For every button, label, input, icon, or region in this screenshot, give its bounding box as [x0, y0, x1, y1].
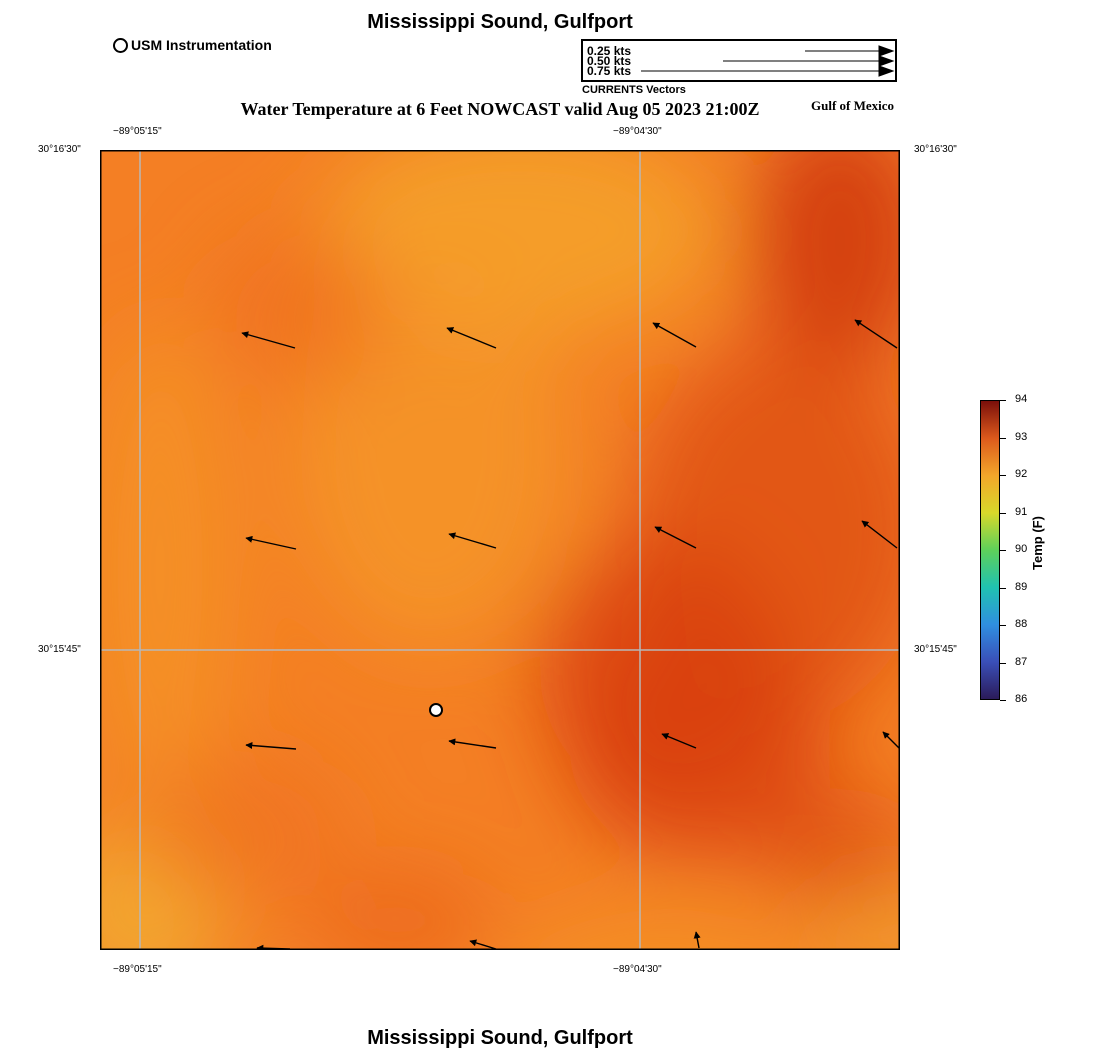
footer-station-title: Mississippi Sound, Gulfport: [367, 1027, 633, 1049]
colorbar-tick: [1000, 550, 1006, 551]
current-vector: [882, 731, 900, 750]
colorbar-tick: [1000, 437, 1006, 439]
current-vector: [446, 327, 497, 349]
current-vector: [661, 733, 697, 749]
current-vector: [854, 319, 898, 349]
right-tick-lat-1: 30°16'30": [914, 144, 957, 155]
colorbar-tick: [1000, 625, 1006, 626]
vector-scale-legend: 0.25 kts 0.50 kts 0.75 kts: [581, 39, 897, 82]
usm-legend-label: USM Instrumentation: [131, 37, 272, 53]
colorbar-tick-label: 89: [1015, 580, 1028, 593]
bottom-tick-lon-1: −89°05'15": [113, 964, 162, 975]
temperature-field-shading: [100, 150, 900, 950]
station-title: Mississippi Sound, Gulfport: [367, 11, 633, 33]
top-tick-lon-2: −89°04'30": [613, 126, 662, 137]
colorbar-title: Temp (F): [1030, 516, 1045, 570]
colorbar-tick: [1000, 400, 1006, 401]
colorbar-tick: [1000, 475, 1006, 476]
map-grid: [100, 150, 900, 950]
current-vectors: [241, 319, 900, 950]
current-vector: [654, 526, 697, 549]
current-vector: [245, 742, 297, 750]
usm-station-marker[interactable]: [429, 703, 443, 717]
vector-scale-arrows: [641, 45, 895, 77]
left-tick-lat-2: 30°15'45": [38, 644, 81, 655]
current-vector: [241, 331, 296, 349]
colorbar: [980, 400, 1000, 700]
vector-scale-label-025: 0.25 kts: [587, 44, 632, 58]
temperature-map[interactable]: [100, 150, 900, 950]
current-vector: [448, 532, 497, 549]
colorbar-tick-label: 91: [1015, 505, 1028, 518]
usm-legend: USM Instrumentation: [113, 37, 272, 53]
vector-scale-label-075: 0.75 kts: [587, 64, 632, 78]
current-vector: [652, 322, 697, 348]
colorbar-tick-label: 90: [1015, 543, 1028, 555]
colorbar-tick: [1000, 587, 1006, 589]
current-vector: [245, 535, 297, 550]
left-tick-lat-1: 30°16'30": [38, 144, 81, 155]
bottom-tick-lon-2: −89°04'30": [613, 964, 662, 975]
colorbar-tick-label: 86: [1015, 693, 1028, 705]
colorbar-tick-label: 93: [1015, 430, 1028, 443]
vectors-caption: CURRENTS Vectors: [582, 84, 686, 96]
colorbar-tick-label: 88: [1015, 618, 1028, 630]
current-vector: [469, 939, 497, 950]
vector-scale-label-050: 0.50 kts: [587, 54, 632, 68]
region-label: Gulf of Mexico: [811, 98, 895, 113]
current-vector: [693, 931, 701, 949]
colorbar-tick-label: 94: [1015, 393, 1028, 405]
map-title: Water Temperature at 6 Feet NOWCAST vali…: [240, 99, 760, 119]
usm-marker-icon: [113, 37, 128, 53]
colorbar-tick: [1000, 662, 1006, 664]
right-tick-lat-2: 30°15'45": [914, 644, 957, 655]
colorbar-tick: [1000, 700, 1006, 701]
current-vector: [448, 738, 497, 749]
colorbar-tick-label: 92: [1015, 468, 1028, 480]
colorbar-tick-label: 87: [1015, 655, 1028, 668]
colorbar-tick: [1000, 512, 1006, 514]
current-vector: [861, 520, 898, 549]
top-tick-lon-1: −89°05'15": [113, 126, 162, 137]
